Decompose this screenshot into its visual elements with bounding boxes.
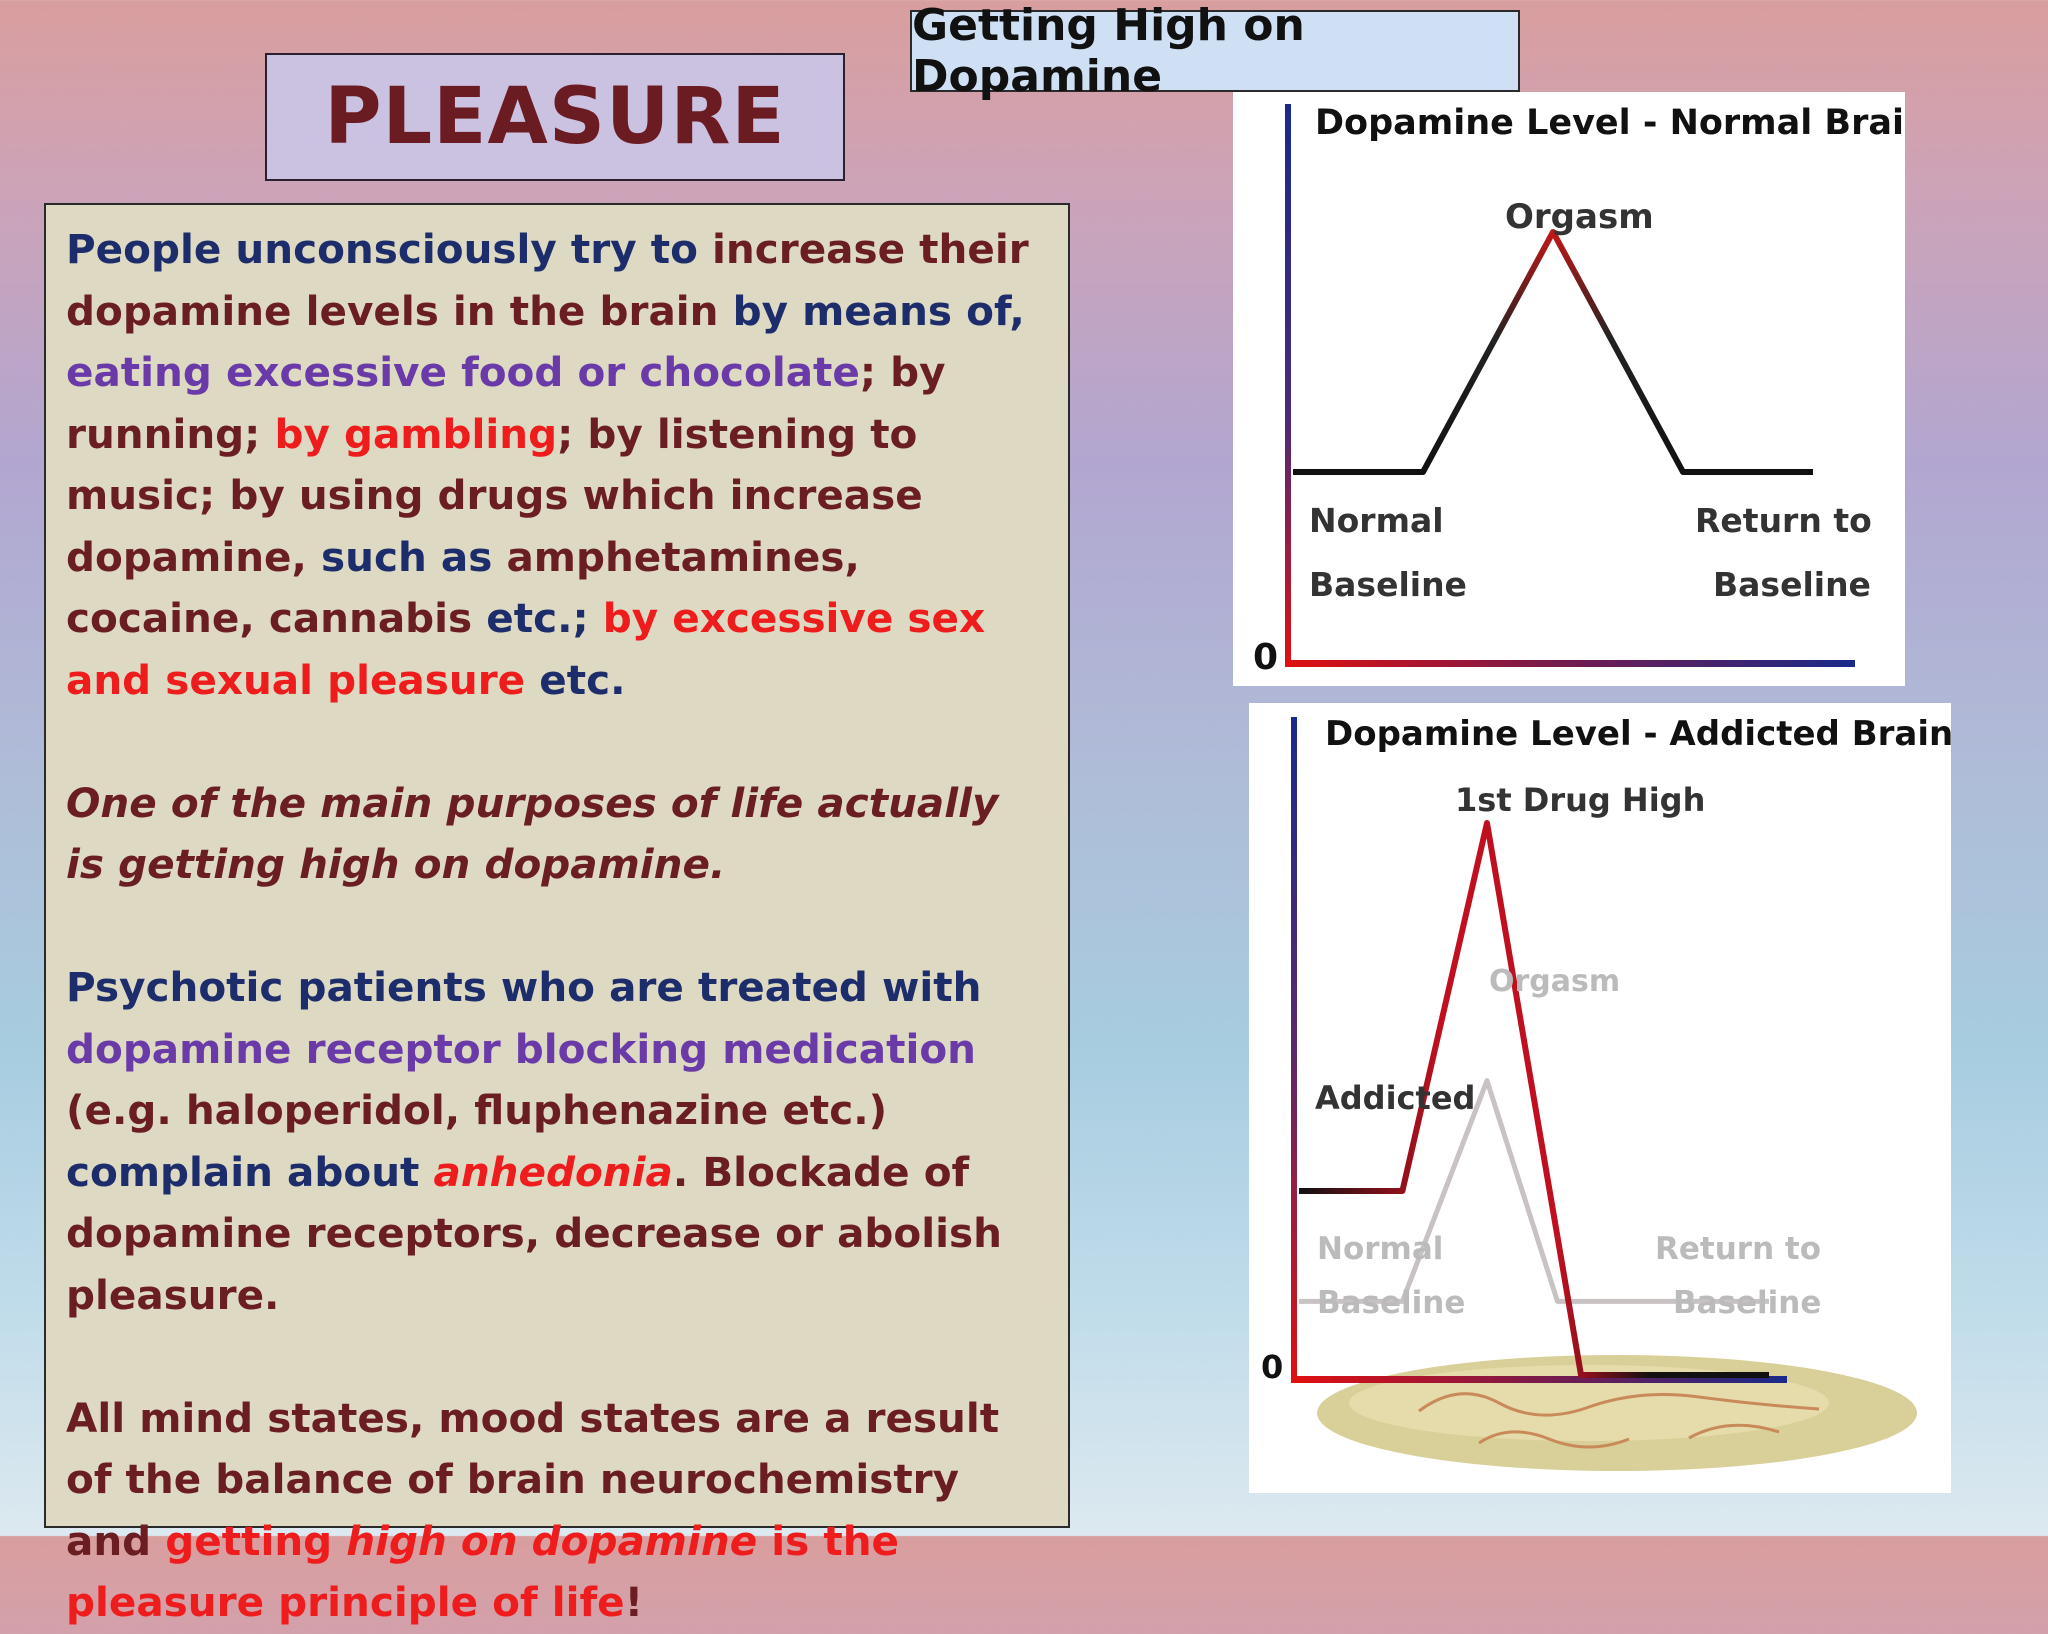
series-line-normal — [1299, 1078, 1769, 1304]
text-run: getting — [165, 1516, 347, 1565]
chart-addicted-brain: Dopamine Level - Addicted Brain 0 1st Dr… — [1249, 703, 1951, 1493]
text-run: eating excessive food or chocolate — [66, 348, 860, 396]
text-run: such as — [321, 532, 507, 581]
text-run: high on dopamine — [346, 1516, 758, 1565]
text-run: etc.; — [472, 594, 603, 642]
chart-normal-brain-svg: Dopamine Level - Normal Brain 0 Orgasm N… — [1253, 103, 1905, 678]
sand-crack — [1418, 1392, 1820, 1417]
text-run: ; by listening to music; by using drugs … — [66, 409, 923, 581]
text-run: ; by running; — [66, 348, 946, 458]
sand-crack — [1688, 1423, 1780, 1440]
peak-label: 1st Drug High — [1455, 781, 1705, 819]
subtitle-box: Getting High on Dopamine — [910, 0, 1520, 102]
left-label-2: Baseline — [1309, 565, 1467, 604]
paragraph-2: One of the main purposes of life actuall… — [66, 773, 1050, 896]
paragraph-3: Psychotic patients who are treated with … — [66, 957, 1050, 1326]
sand-patch-highlight — [1349, 1365, 1829, 1441]
chart-title: Dopamine Level - Normal Brain — [1315, 103, 1905, 143]
faded-peak-label: Orgasm — [1489, 964, 1620, 999]
left-label-1: Normal — [1317, 1231, 1443, 1267]
text-run: People unconsciously try to — [66, 225, 713, 273]
text-run: Psychotic patients who are treated with — [66, 963, 982, 1011]
addicted-label: Addicted — [1315, 1079, 1475, 1117]
text-run: increase their dopamine levels in the br… — [66, 225, 1029, 335]
text-run: dopamine receptor blocking medication — [66, 1024, 977, 1073]
text-run: by excessive sex and sexual pleasure — [66, 594, 986, 704]
title-box: PLEASURE — [265, 53, 845, 181]
x-axis — [1291, 1376, 1787, 1383]
text-run: by gambling — [274, 409, 558, 458]
y-axis — [1285, 104, 1291, 664]
text-run: ! — [624, 1578, 644, 1626]
peak-label: Orgasm — [1505, 197, 1654, 237]
chart-title: Dopamine Level - Addicted Brain — [1325, 714, 1951, 754]
left-label-1: Normal — [1309, 501, 1444, 540]
chart-normal-brain: Dopamine Level - Normal Brain 0 Orgasm N… — [1233, 92, 1905, 686]
text-run: anhedonia — [433, 1147, 673, 1196]
y-zero-label: 0 — [1253, 637, 1278, 678]
right-label-1: Return to — [1655, 1231, 1821, 1267]
sand-crack — [1478, 1430, 1630, 1449]
text-run: amphetamines, cocaine, cannabis — [66, 532, 860, 643]
page-subtitle: Getting High on Dopamine — [912, 0, 1305, 102]
chart-addicted-brain-svg: Dopamine Level - Addicted Brain 0 1st Dr… — [1261, 714, 1951, 1471]
text-run: (e.g. haloperidol, fluphenazine etc.) — [66, 1086, 888, 1134]
paragraph-4: All mind states, mood states are a resul… — [66, 1388, 1050, 1634]
right-label-2: Baseline — [1673, 1285, 1821, 1321]
text-run: etc. — [525, 655, 626, 704]
text-run: . Blockade of dopamine receptors, decrea… — [66, 1147, 1002, 1319]
text-panel: People unconsciously try to increase the… — [44, 203, 1070, 1626]
text-run: One of the main purposes of life actuall… — [66, 778, 999, 889]
right-label-2: Baseline — [1713, 565, 1871, 604]
x-axis — [1285, 660, 1855, 667]
series-line — [1293, 229, 1813, 475]
left-label-2: Baseline — [1317, 1285, 1465, 1321]
text-run: by means of, — [718, 286, 1025, 335]
paragraph-1: People unconsciously try to increase the… — [66, 219, 1050, 711]
y-axis — [1291, 717, 1297, 1383]
y-zero-label: 0 — [1261, 1348, 1283, 1386]
right-label-1: Return to — [1695, 501, 1872, 540]
series-line-drug — [1299, 820, 1769, 1378]
text-run: complain about — [66, 1147, 434, 1196]
text-run: . — [710, 840, 726, 888]
page-title: PLEASURE — [324, 72, 786, 162]
